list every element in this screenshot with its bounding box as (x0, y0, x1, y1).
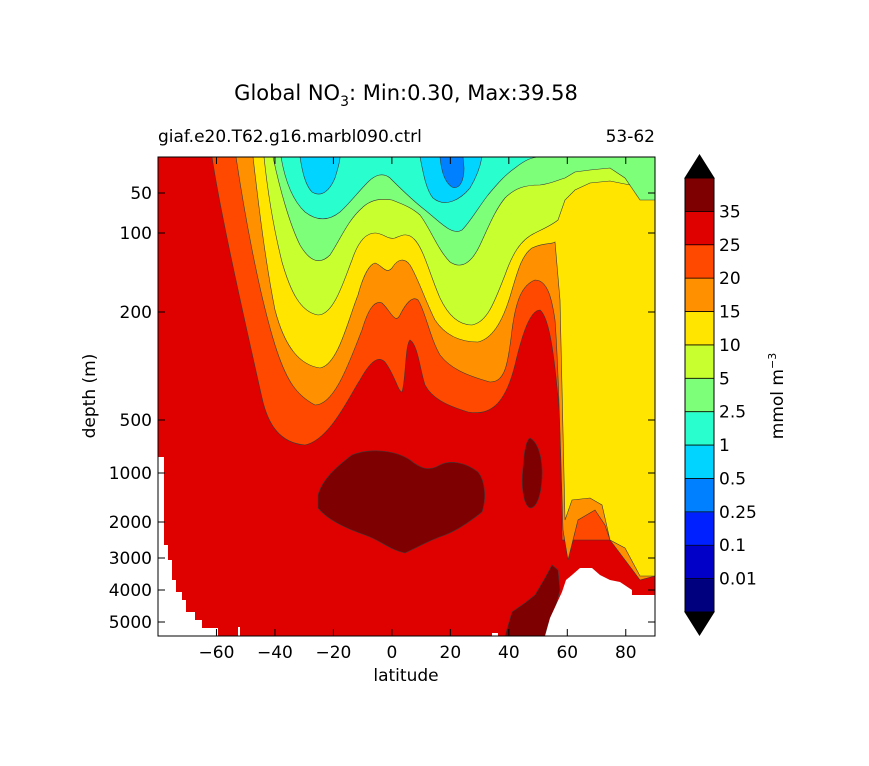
contour-band-0.25-0.5 (439, 157, 465, 188)
y-tick-label: 50 (130, 184, 152, 204)
bottom-topography (158, 457, 218, 636)
colorbar-extend-max (684, 154, 715, 179)
colorbar-tick-label: 20 (719, 269, 741, 289)
x-tick-label: 20 (440, 643, 462, 663)
x-tick-label: 40 (498, 643, 520, 663)
x-axis-ticks: −60 −40 −20 0 20 40 60 80 (199, 157, 637, 663)
contour-field (158, 157, 655, 636)
y-axis-label: depth (m) (80, 354, 100, 439)
subtitle-left: giaf.e20.T62.g16.marbl090.ctrl (158, 127, 422, 147)
colorbar-tick-label: 35 (719, 202, 741, 222)
x-tick-label: 60 (556, 643, 578, 663)
chart-title: Global NO3: Min:0.30, Max:39.58 (234, 81, 578, 110)
north-pacific-maximum-region (521, 437, 543, 509)
colorbar-tick-label: 15 (719, 303, 741, 323)
colorbar-swatch (685, 545, 714, 580)
colorbar-tick-label: 0.5 (719, 469, 746, 489)
y-tick-label: 1000 (109, 464, 152, 484)
colorbar-swatch (685, 278, 714, 313)
contour-band-0.5-1 (299, 157, 341, 195)
abyssal-maximum-region (504, 564, 561, 636)
colorbar-swatch (685, 478, 714, 513)
colorbar-swatch (685, 445, 714, 479)
colorbar-swatch (685, 411, 714, 446)
y-tick-label: 2000 (109, 513, 152, 533)
colorbar-tick-label: 10 (719, 336, 741, 356)
colorbar-swatch (685, 211, 714, 246)
colorbar-swatch (685, 178, 714, 212)
y-tick-label: 500 (120, 411, 152, 431)
x-tick-label: −60 (199, 643, 235, 663)
x-axis-label: latitude (373, 666, 438, 686)
colorbar-swatch (685, 511, 714, 546)
colorbar-tick-label: 0.1 (719, 536, 746, 556)
colorbar-swatch (685, 244, 714, 279)
colorbar-tick-label: 0.01 (719, 570, 757, 590)
colorbar-swatch (685, 578, 714, 613)
y-tick-label: 100 (120, 224, 152, 244)
x-tick-label: −40 (257, 643, 293, 663)
colorbar-tick-label: 1 (719, 436, 730, 456)
contour-band-10-15 (252, 157, 655, 577)
colorbar-tick-label: 0.25 (719, 503, 757, 523)
y-tick-label: 5000 (109, 613, 152, 633)
plot-frame (157, 156, 656, 637)
colorbar-swatch (685, 311, 714, 346)
y-axis-ticks: 50 100 200 500 1000 2000 3000 4000 5000 (109, 184, 655, 633)
colorbar-tick-label: 2.5 (719, 403, 746, 423)
bottom-topography (238, 627, 240, 636)
colorbar-tick-label: 5 (719, 369, 730, 389)
x-tick-label: 80 (615, 643, 637, 663)
colorbar-swatch (685, 344, 714, 379)
bottom-topography (492, 633, 498, 636)
colorbar-extend-min (684, 611, 715, 636)
colorbar-tick-label: 25 (719, 236, 741, 256)
x-tick-label: 0 (386, 643, 397, 663)
y-tick-label: 200 (120, 303, 152, 323)
deep-maximum-region (317, 450, 485, 554)
colorbar-label: mmol m−3 (766, 353, 788, 439)
y-tick-label: 4000 (109, 581, 152, 601)
subtitle-right: 53-62 (606, 127, 655, 147)
colorbar-swatch (685, 378, 714, 413)
x-tick-label: −20 (315, 643, 351, 663)
bottom-topography (545, 568, 655, 636)
y-tick-label: 3000 (109, 549, 152, 569)
colorbar: 0.01 0.1 0.25 0.5 1 2.5 5 10 15 20 25 35 (684, 154, 757, 636)
colorbar-frame (684, 177, 715, 613)
